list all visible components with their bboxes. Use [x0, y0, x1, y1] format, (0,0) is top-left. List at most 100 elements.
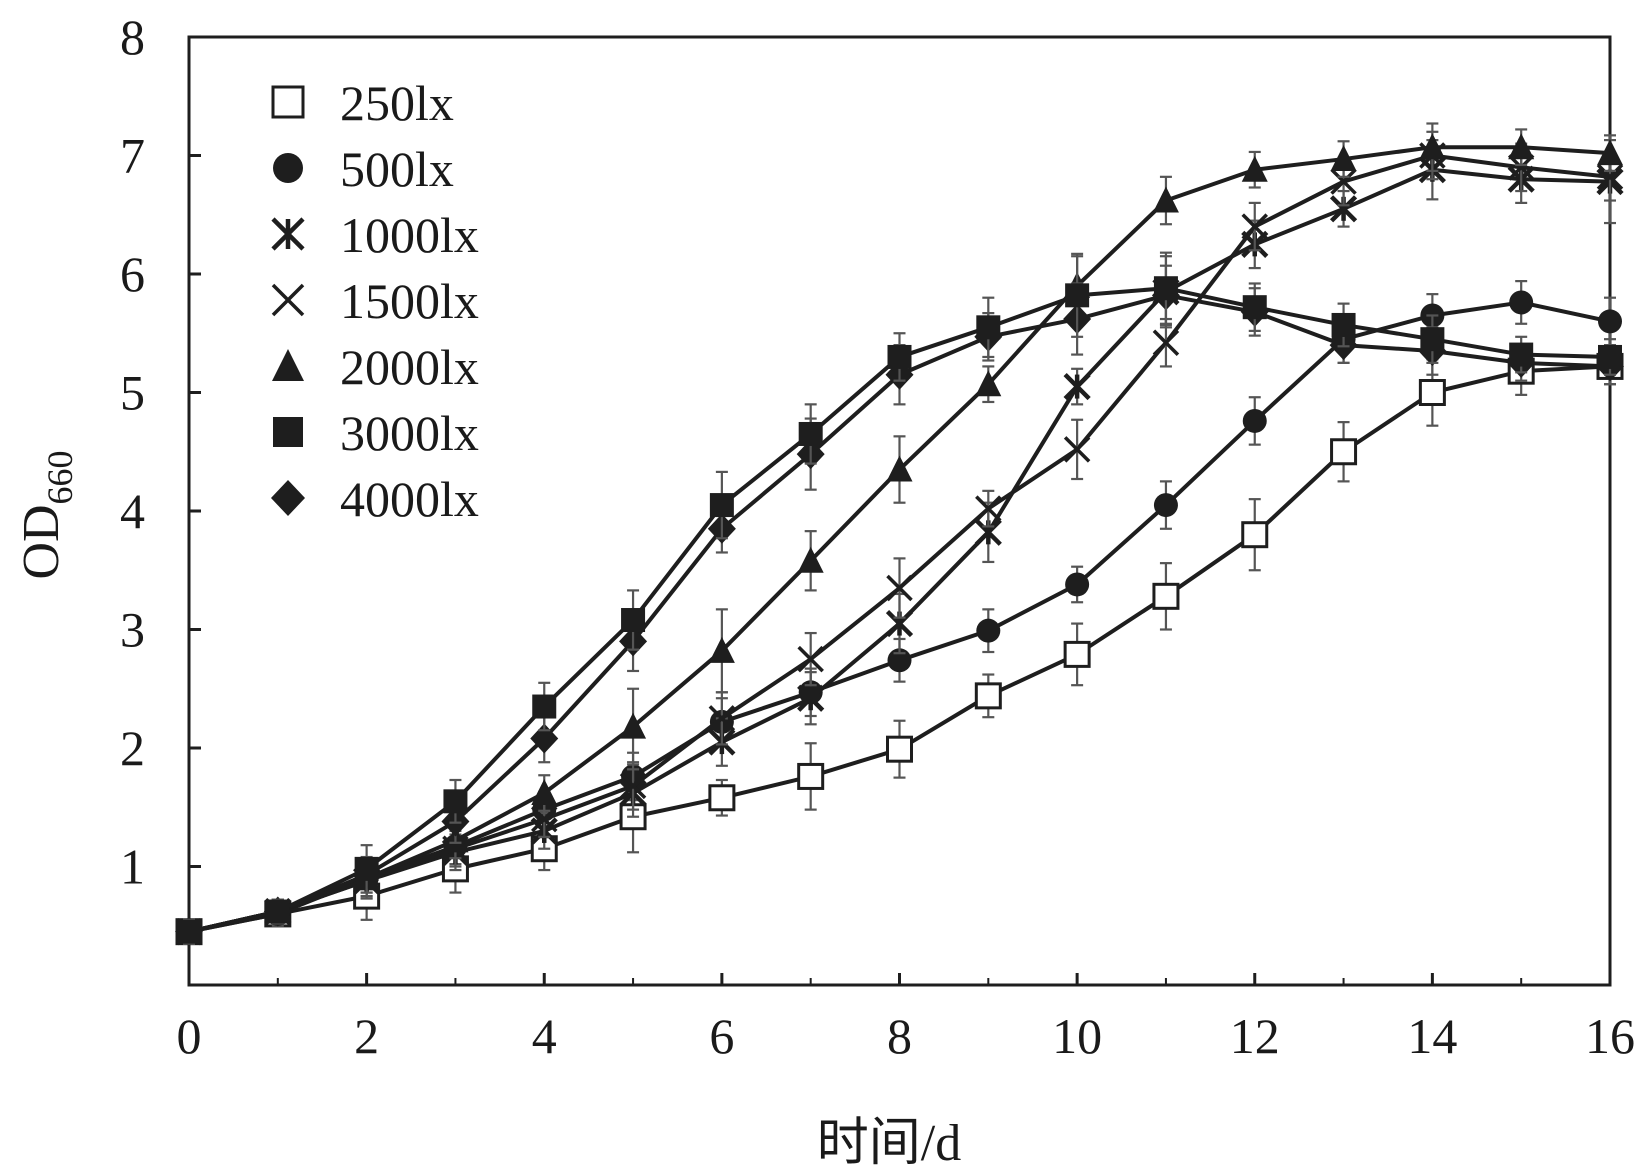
data-point — [1152, 329, 1180, 356]
x-axis-title: 时间/d — [817, 1115, 961, 1172]
data-point — [1153, 276, 1178, 301]
data-point — [619, 772, 647, 800]
x-tick-label: 10 — [1052, 1008, 1102, 1064]
legend-item: 500lx — [273, 141, 454, 197]
data-point — [1063, 372, 1091, 401]
y-tick-label: 2 — [120, 720, 145, 776]
data-point — [886, 735, 913, 763]
y-tick-label: 5 — [120, 365, 145, 421]
data-point — [530, 723, 559, 754]
data-point — [531, 779, 558, 806]
data-point — [1507, 154, 1535, 181]
y-tick-label: 8 — [120, 9, 145, 65]
legend-item: 1000lx — [271, 207, 479, 263]
data-point — [1597, 139, 1623, 166]
data-point — [1419, 133, 1446, 160]
data-point — [1330, 145, 1357, 172]
data-point — [1509, 342, 1534, 367]
data-point — [708, 636, 735, 663]
y-axis-title: OD660 — [13, 450, 80, 579]
data-point — [1598, 344, 1622, 369]
data-point — [621, 608, 646, 633]
legend-label: 3000lx — [340, 405, 479, 461]
series-line — [188, 145, 1611, 934]
x-tick-label: 4 — [532, 1008, 557, 1064]
legend-label: 500lx — [340, 141, 454, 197]
data-point — [708, 705, 736, 732]
series-line — [188, 153, 1611, 934]
x-tick-label: 0 — [177, 1008, 202, 1064]
y-tick-label: 7 — [120, 128, 145, 184]
legend-marker — [271, 283, 305, 317]
data-point — [1241, 155, 1268, 182]
data-point — [709, 493, 734, 518]
y-axis-title-subscript: 660 — [40, 450, 80, 504]
legend-label: 1500lx — [340, 273, 479, 329]
data-point — [1330, 438, 1358, 466]
data-point — [797, 684, 825, 712]
y-tick-label: 3 — [120, 602, 145, 658]
data-point — [887, 344, 912, 369]
data-point — [1153, 493, 1178, 518]
data-point — [976, 315, 1001, 340]
data-point — [1420, 327, 1445, 352]
data-point — [1331, 312, 1356, 337]
legend-item: 1500lx — [271, 273, 479, 329]
data-point — [886, 455, 913, 482]
legend-marker — [271, 217, 305, 251]
y-tick-label: 1 — [120, 839, 145, 895]
legend-item: 3000lx — [273, 405, 479, 461]
data-point — [1241, 521, 1269, 549]
data-point — [797, 546, 824, 573]
x-tick-label: 16 — [1585, 1008, 1635, 1064]
x-tick-label: 12 — [1230, 1008, 1280, 1064]
data-point — [974, 682, 1002, 710]
data-point — [1241, 213, 1268, 240]
x-tick-label: 2 — [354, 1008, 379, 1064]
y-axis-title-main: OD — [13, 504, 70, 579]
data-point — [1330, 168, 1357, 195]
data-point — [1063, 436, 1091, 463]
data-point — [1065, 572, 1090, 597]
data-point — [1596, 163, 1624, 191]
series-3000lx — [177, 251, 1622, 945]
legend-marker — [273, 417, 303, 447]
series-layer — [175, 122, 1624, 947]
y-tick-label: 6 — [120, 246, 145, 302]
legend-label: 1000lx — [340, 207, 479, 263]
data-point — [886, 574, 913, 602]
y-axis: 1 2 3 4 5 6 7 8 — [120, 9, 201, 895]
legend-label: 4000lx — [340, 471, 479, 527]
data-point — [531, 805, 558, 833]
data-point — [1152, 582, 1180, 610]
y-tick-label: 4 — [120, 483, 145, 539]
legend-marker — [273, 153, 303, 183]
data-point — [1508, 133, 1535, 160]
data-point — [975, 370, 1002, 397]
x-axis: 0 2 4 6 8 10 12 14 16 — [177, 973, 1635, 1064]
x-tick-label: 14 — [1407, 1008, 1457, 1064]
data-point — [1063, 640, 1091, 668]
data-point — [797, 762, 825, 790]
data-point — [1242, 295, 1267, 320]
data-point — [1242, 408, 1267, 433]
data-point — [708, 784, 736, 812]
data-point — [265, 899, 290, 924]
x-tick-label: 6 — [709, 1008, 734, 1064]
legend-label: 250lx — [340, 75, 454, 131]
legend: 250lx 500lx 1000lx 1500lx 2000lx 3000lx 4000lx — [271, 75, 479, 527]
data-point — [354, 856, 379, 881]
data-point — [443, 789, 468, 814]
data-point — [1152, 186, 1179, 213]
data-point — [177, 919, 201, 944]
data-point — [1509, 290, 1534, 315]
legend-item: 4000lx — [271, 471, 479, 527]
x-tick-label: 8 — [887, 1008, 912, 1064]
legend-marker — [272, 349, 304, 381]
data-point — [797, 645, 824, 673]
data-point — [532, 694, 557, 719]
legend-label: 2000lx — [340, 339, 479, 395]
data-point — [1598, 309, 1622, 334]
data-point — [798, 421, 823, 446]
